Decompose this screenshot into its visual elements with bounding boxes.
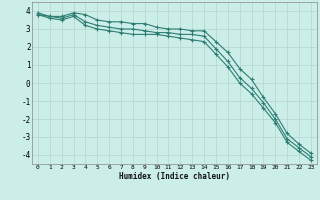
X-axis label: Humidex (Indice chaleur): Humidex (Indice chaleur) [119,172,230,181]
